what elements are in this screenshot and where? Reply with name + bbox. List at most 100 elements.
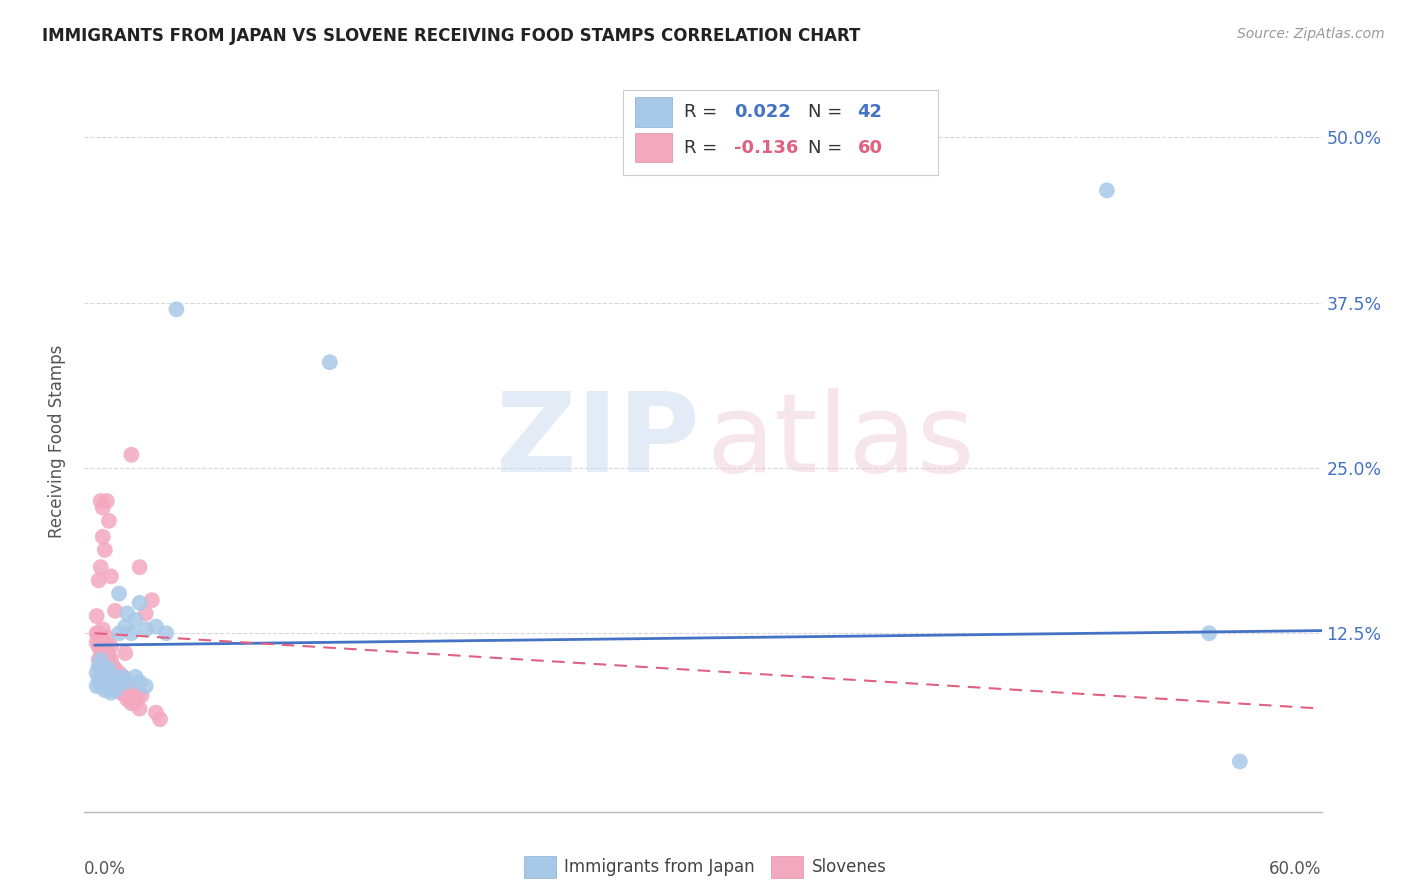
Point	[128, 675, 150, 690]
Point	[96, 678, 118, 692]
FancyBboxPatch shape	[523, 856, 555, 879]
Point	[96, 659, 118, 673]
Point	[122, 683, 145, 698]
Point	[165, 302, 187, 317]
Point	[100, 640, 122, 654]
Point	[91, 500, 114, 515]
Point	[117, 607, 139, 621]
Point	[97, 662, 120, 676]
Point	[104, 683, 127, 698]
Point	[105, 679, 128, 693]
Point	[97, 665, 120, 680]
Point	[91, 635, 114, 649]
Text: N =: N =	[808, 103, 848, 121]
Point	[86, 665, 108, 680]
Point	[128, 596, 150, 610]
Point	[114, 646, 136, 660]
Point	[112, 670, 135, 684]
Point	[120, 626, 142, 640]
Point	[135, 607, 157, 621]
Point	[104, 675, 127, 690]
Point	[94, 683, 117, 698]
Text: 60.0%: 60.0%	[1270, 860, 1322, 878]
Point	[100, 673, 122, 687]
Point	[100, 653, 122, 667]
Point	[87, 574, 110, 588]
Point	[128, 701, 150, 715]
Point	[97, 648, 120, 663]
Point	[96, 665, 118, 679]
Point	[120, 448, 142, 462]
Point	[131, 689, 153, 703]
Point	[117, 692, 139, 706]
Point	[105, 679, 128, 693]
Text: R =: R =	[685, 103, 724, 121]
Point	[86, 626, 108, 640]
Point	[91, 648, 114, 663]
Point	[87, 659, 110, 673]
Point	[94, 670, 117, 684]
Point	[97, 514, 120, 528]
Point	[94, 635, 117, 649]
Point	[91, 622, 114, 636]
Point	[90, 679, 112, 693]
Point	[319, 355, 342, 369]
Point	[108, 670, 131, 684]
Text: 60: 60	[858, 138, 883, 157]
Point	[108, 665, 131, 680]
Point	[94, 648, 117, 663]
Point	[114, 675, 136, 690]
Point	[112, 670, 135, 684]
Point	[124, 613, 146, 627]
Point	[135, 622, 157, 636]
Point	[90, 630, 112, 644]
Point	[104, 662, 127, 676]
Point	[128, 560, 150, 574]
Point	[127, 689, 149, 703]
Point	[110, 675, 132, 690]
Point	[108, 626, 131, 640]
Point	[87, 626, 110, 640]
Point	[141, 593, 163, 607]
Point	[110, 686, 132, 700]
Point	[94, 665, 117, 680]
Point	[90, 643, 112, 657]
Point	[145, 619, 167, 633]
Point	[124, 696, 146, 710]
Text: atlas: atlas	[707, 388, 976, 495]
Point	[1095, 183, 1118, 197]
Point	[96, 643, 118, 657]
Text: 0.0%: 0.0%	[84, 860, 127, 878]
Point	[1229, 755, 1251, 769]
Point	[149, 712, 172, 726]
Text: R =: R =	[685, 138, 724, 157]
Point	[94, 543, 117, 558]
Point	[86, 679, 108, 693]
Text: ZIP: ZIP	[496, 388, 699, 495]
Point	[90, 659, 112, 673]
Point	[100, 670, 122, 684]
Point	[87, 673, 110, 687]
Point	[114, 689, 136, 703]
Point	[100, 569, 122, 583]
Point	[90, 560, 112, 574]
Point	[135, 679, 157, 693]
Point	[104, 604, 127, 618]
Point	[100, 686, 122, 700]
Text: 0.022: 0.022	[734, 103, 790, 121]
Point	[114, 619, 136, 633]
Point	[155, 626, 177, 640]
Point	[145, 706, 167, 720]
FancyBboxPatch shape	[636, 97, 672, 127]
Point	[108, 683, 131, 698]
Point	[1198, 626, 1220, 640]
Point	[97, 675, 120, 690]
Point	[104, 670, 127, 684]
Point	[96, 630, 118, 644]
Point	[90, 665, 112, 680]
Point	[87, 640, 110, 654]
Point	[91, 675, 114, 690]
Point	[90, 494, 112, 508]
Text: Immigrants from Japan: Immigrants from Japan	[564, 858, 755, 876]
FancyBboxPatch shape	[636, 133, 672, 162]
